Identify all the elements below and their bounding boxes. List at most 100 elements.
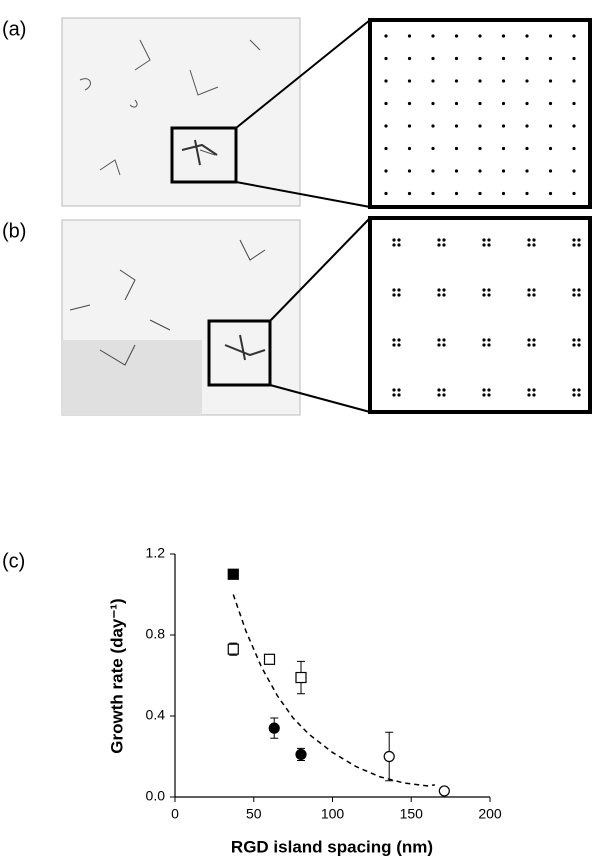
figure: (a) (b) (c) RGD island spacing (nm) Grow… [0, 0, 606, 862]
dot [487, 393, 490, 396]
dot [572, 147, 575, 150]
dot [455, 147, 458, 150]
dot [478, 79, 481, 82]
dot [431, 169, 434, 172]
dot [487, 238, 490, 241]
dot [525, 147, 528, 150]
y-tick-label: 0.8 [146, 626, 166, 642]
dot [431, 57, 434, 60]
dot [482, 293, 485, 296]
dot [408, 147, 411, 150]
dot [572, 79, 575, 82]
dot [384, 192, 387, 195]
dot [549, 57, 552, 60]
point [265, 654, 275, 664]
dot [502, 169, 505, 172]
dot [549, 102, 552, 105]
x-axis-title: RGD island spacing (nm) [231, 837, 433, 856]
dot [502, 147, 505, 150]
dot [442, 238, 445, 241]
dot [392, 288, 395, 291]
point [439, 786, 449, 796]
chart: RGD island spacing (nm) Growth rate (day… [107, 545, 501, 857]
dot [525, 34, 528, 37]
dot [442, 393, 445, 396]
panel-label: (b) [2, 220, 26, 242]
dot [572, 169, 575, 172]
dot [532, 338, 535, 341]
dot [442, 293, 445, 296]
dot [442, 343, 445, 346]
dot [487, 293, 490, 296]
dot [442, 338, 445, 341]
dot [384, 79, 387, 82]
dot [392, 343, 395, 346]
dot [442, 243, 445, 246]
dot [527, 238, 530, 241]
dot [525, 192, 528, 195]
dot [527, 293, 530, 296]
dot [392, 238, 395, 241]
dot [572, 243, 575, 246]
dot [487, 388, 490, 391]
point [228, 569, 238, 579]
dot [525, 57, 528, 60]
panel-label: (c) [2, 550, 25, 572]
dot [408, 34, 411, 37]
dot [437, 393, 440, 396]
dot [397, 393, 400, 396]
dot [437, 388, 440, 391]
dot [502, 192, 505, 195]
dot [442, 288, 445, 291]
dot [384, 147, 387, 150]
dot [572, 343, 575, 346]
dot [572, 293, 575, 296]
dot [431, 102, 434, 105]
x-tick-label: 0 [171, 806, 179, 822]
dot [487, 343, 490, 346]
dot [525, 169, 528, 172]
dot [572, 393, 575, 396]
dot [527, 343, 530, 346]
dot [478, 57, 481, 60]
dot [577, 338, 580, 341]
dot [455, 124, 458, 127]
dot [442, 388, 445, 391]
dot [502, 57, 505, 60]
dot [527, 338, 530, 341]
y-tick-label: 1.2 [146, 545, 166, 561]
dot [384, 124, 387, 127]
dot [437, 293, 440, 296]
dot [525, 102, 528, 105]
fit-curve [233, 595, 435, 786]
dot [431, 79, 434, 82]
dot [437, 238, 440, 241]
page: (a) (b) (c) RGD island spacing (nm) Grow… [0, 0, 606, 867]
dot [392, 338, 395, 341]
dot [437, 288, 440, 291]
dot [384, 169, 387, 172]
dot [577, 238, 580, 241]
dot [408, 192, 411, 195]
dot [487, 338, 490, 341]
dot [482, 288, 485, 291]
dot [478, 102, 481, 105]
x-tick-label: 200 [478, 806, 502, 822]
dot [408, 79, 411, 82]
dot [502, 34, 505, 37]
dot [532, 238, 535, 241]
dot [392, 393, 395, 396]
dot [397, 243, 400, 246]
dot [397, 388, 400, 391]
dot [549, 79, 552, 82]
dot [502, 102, 505, 105]
dot [525, 124, 528, 127]
dot [482, 338, 485, 341]
dot [478, 169, 481, 172]
dot [437, 343, 440, 346]
point [228, 644, 238, 654]
y-tick-label: 0.0 [146, 788, 166, 804]
dot [549, 147, 552, 150]
dot [487, 243, 490, 246]
dot [455, 169, 458, 172]
